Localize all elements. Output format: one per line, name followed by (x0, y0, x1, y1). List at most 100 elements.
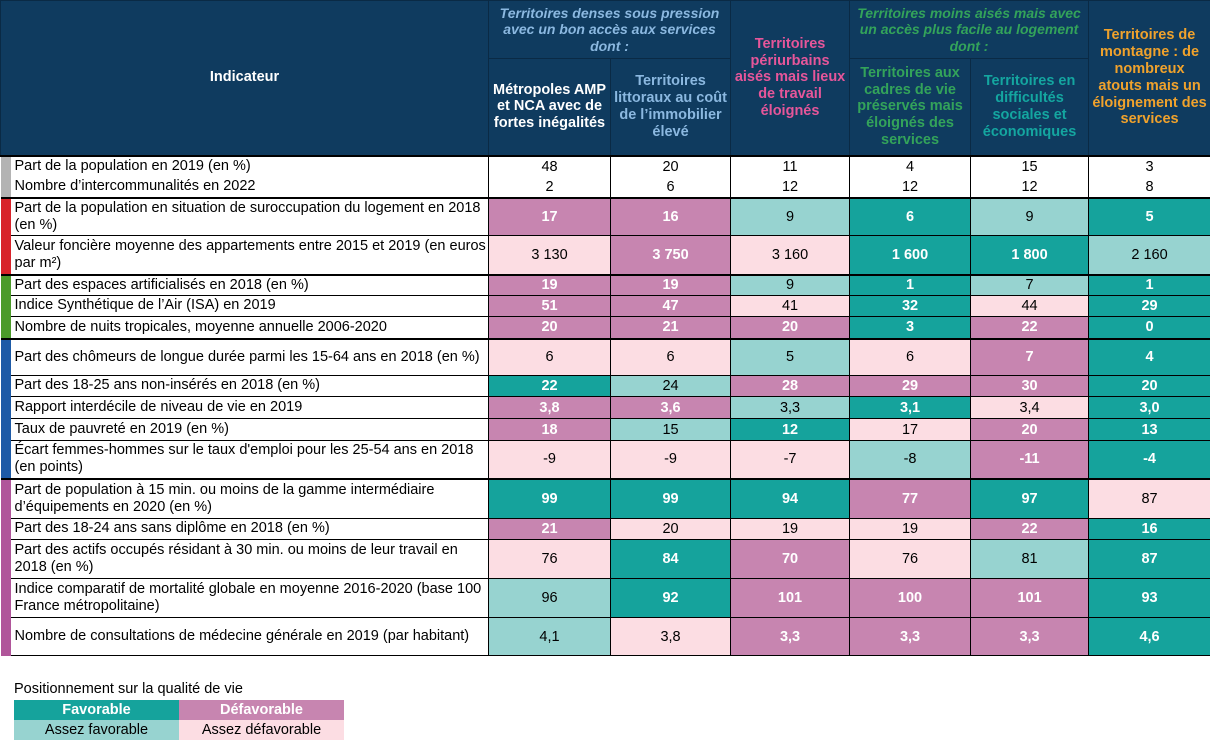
table-row: Part de la population en 2019 (en %) 48 … (0, 154, 1210, 198)
value-cell: 6 (488, 337, 611, 376)
value-cell: 15 (610, 418, 731, 441)
column-header-metropoles: Métropoles AMP et NCA avec de fortes iné… (488, 58, 612, 156)
value-cell: 2 (488, 177, 611, 198)
value-cell: 96 (488, 578, 611, 618)
value-cell: 20 (488, 316, 611, 339)
value-cell: 9 (970, 196, 1089, 236)
value-cell: 19 (610, 273, 731, 296)
category-bar-logement (0, 196, 11, 275)
table-row: Part des 18-24 ans sans diplôme en 2018 … (1, 518, 1210, 540)
row-label: Taux de pauvreté en 2019 (en %) (10, 418, 489, 441)
value-cell: 19 (730, 518, 850, 540)
value-cell: 6 (849, 196, 971, 236)
value-cell: 16 (1088, 518, 1210, 540)
group-header-dense: Territoires denses sous pression avec un… (488, 0, 732, 59)
legend: Positionnement sur la qualité de vie Fav… (14, 681, 344, 740)
value-cell: 4,6 (1088, 617, 1210, 656)
value-cell: 3,1 (849, 396, 971, 419)
column-header-cadres-vie: Territoires aux cadres de vie préservés … (849, 58, 972, 156)
value-cell: 92 (610, 578, 731, 618)
value-cell: 22 (488, 375, 611, 397)
value-cell: 9 (730, 196, 850, 236)
column-header-montagne: Territoires de montagne : de nombreux at… (1088, 0, 1210, 156)
value-cell: 12 (970, 177, 1089, 198)
table-row: Part des 18-25 ans non-insérés en 2018 (… (1, 375, 1210, 397)
table-row: Nombre d’intercommunalités en 2022 2 6 1… (1, 177, 1210, 198)
value-cell: 76 (849, 539, 971, 579)
value-cell: 12 (730, 418, 850, 441)
row-label: Part des chômeurs de longue durée parmi … (10, 337, 489, 376)
value-cell: 6 (849, 337, 971, 376)
value-cell: 9 (730, 273, 850, 296)
value-cell: 0 (1088, 316, 1210, 339)
row-label: Indice comparatif de mortalité globale e… (10, 578, 489, 618)
value-cell: 101 (730, 578, 850, 618)
value-cell: 29 (1088, 295, 1210, 317)
value-cell: -11 (970, 440, 1089, 479)
row-label: Nombre d’intercommunalités en 2022 (14, 178, 256, 195)
value-cell: 21 (610, 316, 731, 339)
value-cell: 24 (610, 375, 731, 397)
legend-table: Favorable Défavorable Assez favorable As… (14, 700, 344, 740)
value-cell: 1 (1088, 273, 1210, 296)
row-label: Nombre de nuits tropicales, moyenne annu… (10, 316, 489, 339)
value-cell: 3,4 (970, 396, 1089, 419)
value-cell: 44 (970, 295, 1089, 317)
value-cell: 48 (488, 154, 611, 178)
value-cell: 99 (610, 477, 731, 519)
value-cell: 3 160 (730, 235, 850, 275)
value-cell: 29 (849, 375, 971, 397)
value-cell: 97 (970, 477, 1089, 519)
value-cell: 87 (1088, 539, 1210, 579)
value-cell: 20 (730, 316, 850, 339)
value-cell: 3 (1088, 154, 1210, 178)
value-cell: 76 (488, 539, 611, 579)
value-cell: 70 (730, 539, 850, 579)
value-cell: -8 (849, 440, 971, 479)
value-cell: -9 (610, 440, 731, 479)
value-cell: 1 (849, 273, 971, 296)
value-cell: 3,3 (849, 617, 971, 656)
value-cell: 3,8 (610, 617, 731, 656)
value-cell: 5 (1088, 196, 1210, 236)
row-label: Part de la population en 2019 (en %) (10, 154, 489, 178)
value-cell: 3,3 (970, 617, 1089, 656)
table-row: Valeur foncière moyenne des appartements… (1, 235, 1210, 275)
category-bar-emploi (0, 337, 11, 479)
value-cell: 3 130 (488, 235, 611, 275)
value-cell: 1 600 (849, 235, 971, 275)
value-cell: 17 (849, 418, 971, 441)
value-cell: 12 (849, 177, 971, 198)
legend-assez-favorable: Assez favorable (14, 720, 179, 740)
value-cell: 22 (970, 316, 1089, 339)
row-label: Part des 18-25 ans non-insérés en 2018 (… (10, 375, 489, 397)
value-cell: 30 (970, 375, 1089, 397)
quality-of-life-table: Indicateur Territoires denses sous press… (0, 0, 1210, 656)
value-cell: 51 (488, 295, 611, 317)
value-cell: 94 (730, 477, 850, 519)
table-row: Écart femmes-hommes sur le taux d'emploi… (1, 440, 1210, 479)
value-cell: 8 (1088, 177, 1210, 198)
value-cell: 12 (730, 177, 850, 198)
row-label: Valeur foncière moyenne des appartements… (10, 235, 489, 275)
legend-assez-defavorable: Assez défavorable (179, 720, 344, 740)
table-row: Taux de pauvreté en 2019 (en %) 18 15 12… (1, 418, 1210, 441)
column-header-littoraux: Territoires littoraux au coût de l’immob… (610, 58, 732, 156)
table-row: Nombre de consultations de médecine géné… (1, 617, 1210, 656)
category-bar-environnement (0, 273, 11, 339)
value-cell: 3,8 (488, 396, 611, 419)
value-cell: 18 (488, 418, 611, 441)
category-bar-services (0, 477, 11, 656)
value-cell: 3,3 (730, 617, 850, 656)
legend-title: Positionnement sur la qualité de vie (14, 681, 243, 697)
value-cell: 20 (610, 154, 731, 178)
value-cell: 20 (970, 418, 1089, 441)
value-cell: 19 (488, 273, 611, 296)
value-cell: 7 (970, 337, 1089, 376)
value-cell: 81 (970, 539, 1089, 579)
value-cell: -7 (730, 440, 850, 479)
value-cell: 41 (730, 295, 850, 317)
table-row: Part des espaces artificialisés en 2018 … (0, 273, 1210, 339)
row-label: Part des espaces artificialisés en 2018 … (10, 273, 489, 296)
category-bar-general (0, 154, 11, 198)
